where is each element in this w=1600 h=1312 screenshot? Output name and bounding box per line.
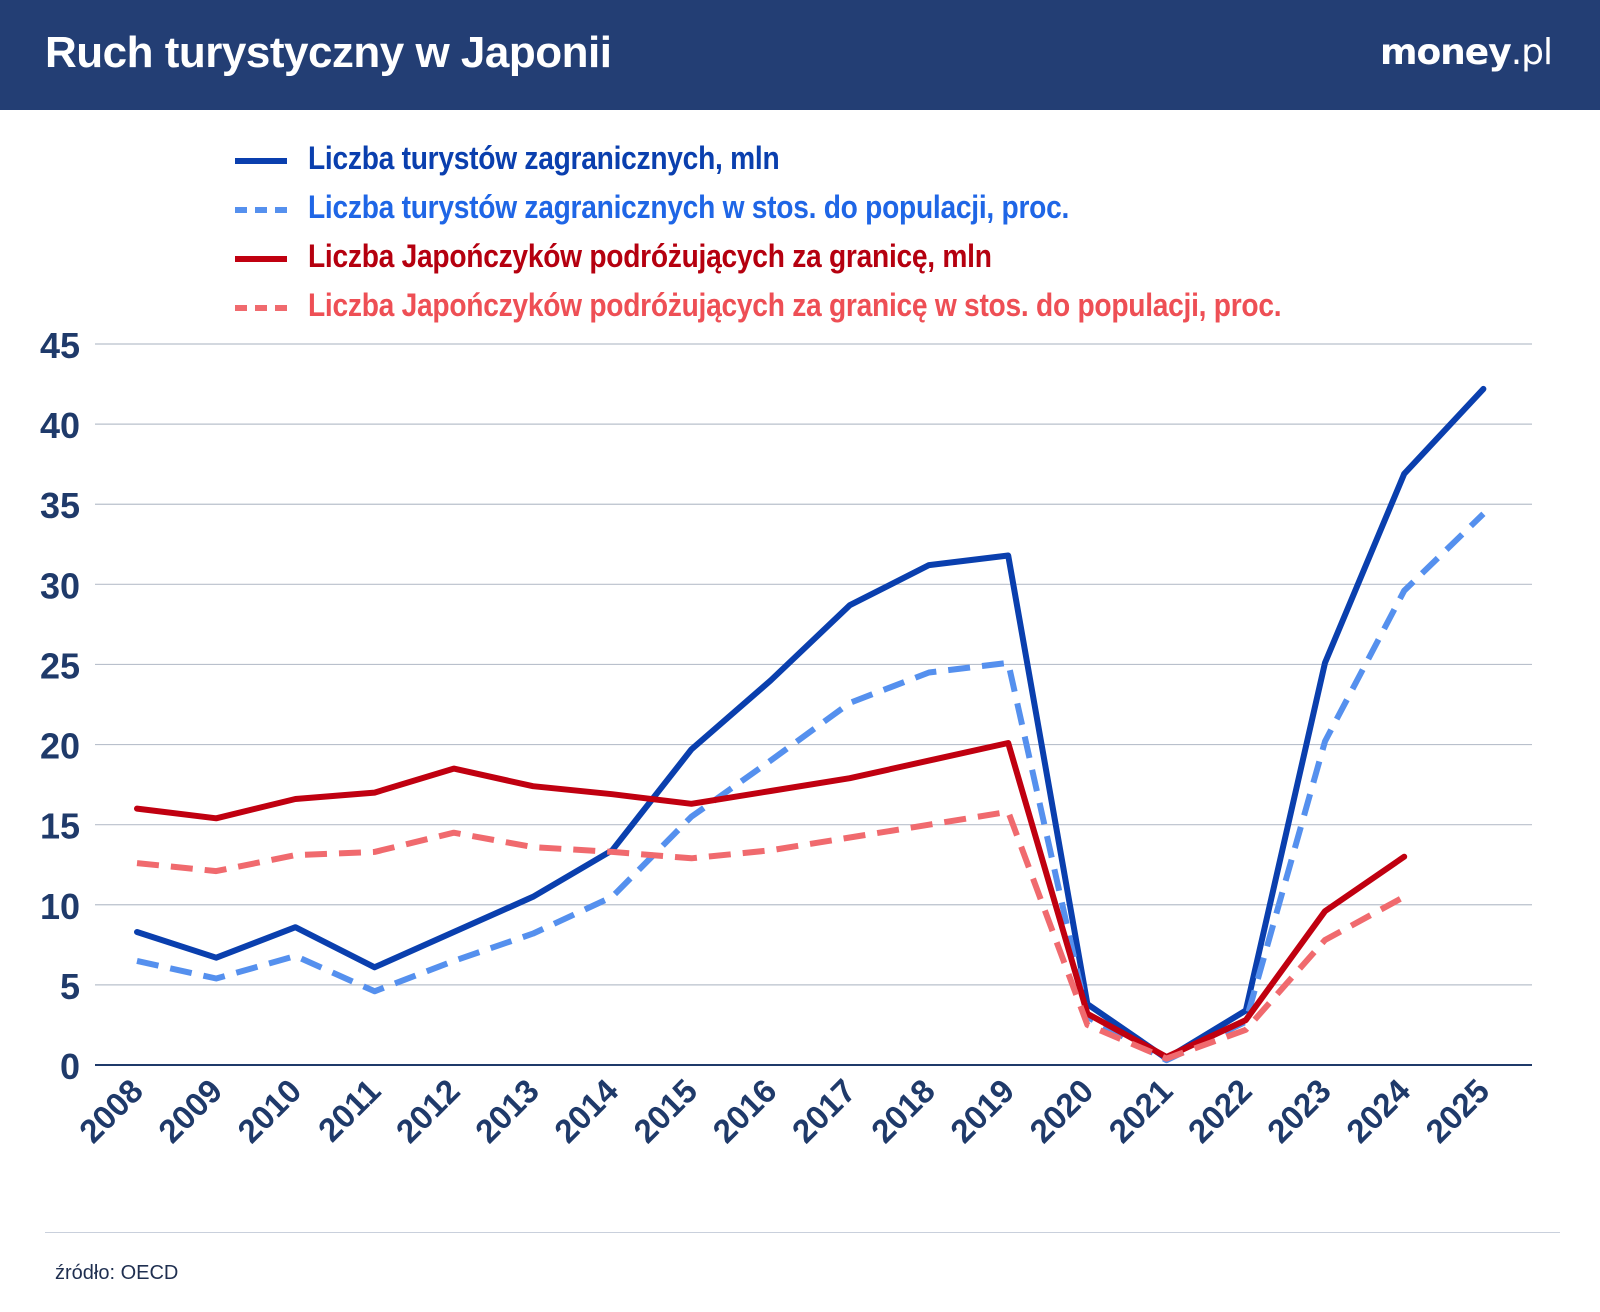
brand-suffix: .pl <box>1510 32 1553 73</box>
series-line-2 <box>136 511 1486 1064</box>
legend-label-series-2: Liczba turystów zagranicznych w stos. do… <box>308 189 1070 225</box>
x-tick-label: 2008 <box>72 1072 150 1150</box>
x-tick-label: 2011 <box>311 1072 388 1149</box>
x-tick-label: 2010 <box>230 1072 308 1150</box>
y-tick-label: 15 <box>40 806 80 847</box>
x-tick-label: 2020 <box>1022 1072 1100 1150</box>
footer-divider <box>45 1232 1560 1233</box>
x-tick-label: 2024 <box>1339 1071 1418 1150</box>
legend-swatch-series-4 <box>235 305 287 311</box>
y-tick-label: 20 <box>40 726 80 767</box>
legend-label-series-3: Liczba Japończyków podróżujących za gran… <box>308 238 992 274</box>
x-tick-label: 2018 <box>864 1072 942 1150</box>
legend-swatch-series-3 <box>235 256 287 262</box>
x-tick-label: 2025 <box>1418 1072 1496 1150</box>
series-line-4 <box>136 808 1406 1062</box>
x-tick-label: 2019 <box>943 1072 1021 1150</box>
source-note: źródło: OECD <box>55 1262 179 1284</box>
x-tick-label: 2015 <box>626 1072 704 1150</box>
header-bar: Ruch turystyczny w Japonii money.pl <box>0 0 1600 110</box>
x-tick-label: 2014 <box>547 1071 626 1150</box>
y-tick-label: 40 <box>40 405 80 446</box>
y-tick-label: 5 <box>60 966 80 1007</box>
page-title: Ruch turystyczny w Japonii <box>45 28 612 77</box>
y-tick-label: 35 <box>40 485 80 526</box>
y-tick-label: 45 <box>40 325 80 366</box>
y-tick-label: 10 <box>40 886 80 927</box>
x-tick-label: 2021 <box>1101 1072 1179 1150</box>
brand-name: money <box>1379 32 1512 73</box>
legend-label-series-1: Liczba turystów zagranicznych, mln <box>308 140 780 176</box>
legend-swatch-series-1 <box>235 158 287 164</box>
x-tick-label: 2012 <box>389 1072 467 1150</box>
x-tick-label: 2009 <box>151 1072 229 1150</box>
legend-label-series-4: Liczba Japończyków podróżujących za gran… <box>308 287 1282 323</box>
brand-logo: money.pl <box>1379 32 1553 73</box>
y-tick-label: 0 <box>60 1046 80 1087</box>
x-tick-label: 2022 <box>1181 1072 1259 1150</box>
x-tick-label: 2016 <box>705 1072 783 1150</box>
y-tick-label: 25 <box>40 645 80 686</box>
series-line-3 <box>134 740 1408 1060</box>
x-tick-label: 2023 <box>1260 1072 1338 1150</box>
x-tick-label: 2013 <box>468 1072 546 1150</box>
series-line-1 <box>134 385 1487 1062</box>
x-tick-label: 2017 <box>785 1072 863 1150</box>
legend-swatch-series-2 <box>235 207 287 213</box>
y-tick-label: 30 <box>40 565 80 606</box>
